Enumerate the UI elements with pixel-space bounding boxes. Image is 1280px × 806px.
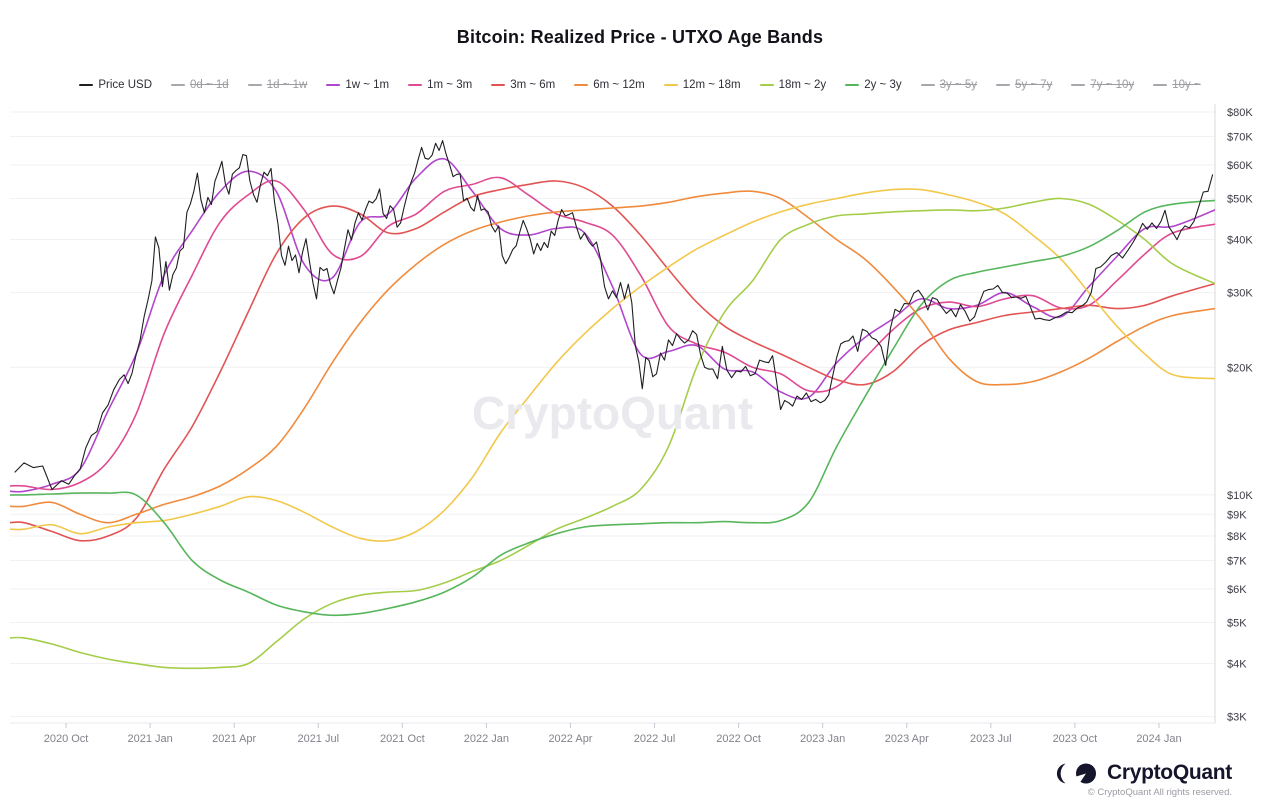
- svg-text:$7K: $7K: [1227, 556, 1247, 568]
- legend-label: 1d ~ 1w: [266, 79, 308, 91]
- svg-text:2022 Apr: 2022 Apr: [548, 733, 592, 745]
- series-line-1w-1m: [10, 157, 1215, 493]
- legend-item-7y-10y[interactable]: 7y ~ 10y: [1071, 79, 1134, 91]
- price-usd-line: [14, 140, 1214, 491]
- legend-swatch: [996, 84, 1010, 86]
- legend-label: 10y ~: [1172, 79, 1201, 91]
- legend-label: 2y ~ 3y: [864, 79, 902, 91]
- legend-item-12m-18m[interactable]: 12m ~ 18m: [663, 79, 741, 91]
- legend-label: 12m ~ 18m: [682, 79, 741, 91]
- legend-label: 1w ~ 1m: [345, 79, 390, 91]
- svg-text:$50K: $50K: [1227, 194, 1253, 206]
- legend-swatch: [326, 84, 341, 86]
- svg-text:2022 Jul: 2022 Jul: [634, 733, 676, 745]
- svg-text:$30K: $30K: [1227, 288, 1253, 300]
- series-lines: [10, 157, 1215, 670]
- legend-label: 0d ~ 1d: [190, 79, 229, 91]
- legend-item-10y[interactable]: 10y ~: [1153, 79, 1201, 91]
- series-line-12m-18m: [10, 188, 1215, 542]
- svg-text:2021 Jan: 2021 Jan: [127, 733, 172, 745]
- chart-title: Bitcoin: Realized Price - UTXO Age Bands: [456, 27, 824, 47]
- legend-item-2y-3y[interactable]: 2y ~ 3y: [845, 79, 902, 91]
- x-axis-labels: 2020 Oct 2021 Jan 2021 Apr 2021 Jul 2021 Oct…: [44, 723, 1182, 745]
- legend-item-6m-12m[interactable]: 6m ~ 12m: [574, 79, 645, 91]
- svg-text:2021 Jul: 2021 Jul: [297, 733, 339, 745]
- legend-item-price-usd[interactable]: Price USD: [79, 79, 152, 91]
- svg-text:$70K: $70K: [1227, 132, 1253, 144]
- svg-text:$40K: $40K: [1227, 235, 1253, 247]
- series-line-3m-6m: [10, 180, 1215, 542]
- svg-text:$3K: $3K: [1227, 712, 1247, 724]
- legend: Price USD 0d ~ 1d 1d ~ 1w 1w ~ 1m 1m ~ 3m 3m …: [20, 79, 1260, 91]
- legend-item-18m-2y[interactable]: 18m ~ 2y: [759, 79, 827, 91]
- copyright-text: © CryptoQuant All rights reserved.: [1087, 787, 1232, 798]
- svg-text:$10K: $10K: [1227, 490, 1253, 502]
- legend-swatch: [247, 84, 262, 86]
- legend-swatch: [845, 84, 860, 86]
- legend-label: 3y ~ 5y: [939, 79, 977, 91]
- svg-text:2023 Jan: 2023 Jan: [800, 733, 845, 745]
- series-line-2y-3y: [10, 199, 1215, 617]
- svg-text:2023 Jul: 2023 Jul: [970, 733, 1012, 745]
- legend-label: Price USD: [98, 79, 153, 91]
- svg-text:2021 Oct: 2021 Oct: [380, 733, 425, 745]
- legend-swatch: [491, 84, 506, 86]
- series-line-1m-3m: [10, 176, 1215, 491]
- cryptoquant-logo-icon: [1056, 763, 1100, 784]
- legend-swatch: [759, 84, 774, 86]
- svg-text:$4K: $4K: [1227, 659, 1247, 671]
- svg-text:$6K: $6K: [1227, 584, 1247, 596]
- svg-text:2023 Apr: 2023 Apr: [885, 733, 929, 745]
- legend-label: 5y ~ 7y: [1015, 79, 1053, 91]
- legend-swatch: [920, 84, 935, 86]
- legend-item-0d-1d[interactable]: 0d ~ 1d: [171, 79, 229, 91]
- brand-name: CryptoQuant: [1106, 761, 1232, 784]
- legend-label: 7y ~ 10y: [1090, 79, 1135, 91]
- legend-label: 18m ~ 2y: [778, 79, 827, 91]
- legend-item-3m-6m[interactable]: 3m ~ 6m: [491, 79, 555, 91]
- svg-text:2022 Oct: 2022 Oct: [716, 733, 761, 745]
- legend-swatch: [1071, 84, 1086, 86]
- svg-text:$8K: $8K: [1227, 531, 1247, 543]
- legend-item-1d-1w[interactable]: 1d ~ 1w: [247, 79, 308, 91]
- legend-swatch: [574, 84, 589, 86]
- svg-text:$60K: $60K: [1227, 160, 1253, 172]
- gridlines: [10, 111, 1215, 718]
- legend-swatch: [79, 84, 94, 86]
- legend-swatch: [408, 84, 423, 86]
- svg-text:2022 Jan: 2022 Jan: [464, 733, 509, 745]
- svg-text:2024 Jan: 2024 Jan: [1136, 733, 1181, 745]
- legend-swatch: [171, 84, 186, 86]
- svg-text:$5K: $5K: [1227, 618, 1247, 630]
- legend-item-1w-1m[interactable]: 1w ~ 1m: [326, 79, 389, 91]
- legend-item-3y-5y[interactable]: 3y ~ 5y: [920, 79, 977, 91]
- legend-item-5y-7y[interactable]: 5y ~ 7y: [996, 79, 1052, 91]
- series-line-18m-2y: [10, 197, 1215, 670]
- svg-text:2021 Apr: 2021 Apr: [212, 733, 256, 745]
- legend-label: 1m ~ 3m: [427, 79, 473, 91]
- svg-text:2023 Oct: 2023 Oct: [1053, 733, 1098, 745]
- svg-text:2020 Oct: 2020 Oct: [44, 733, 89, 745]
- footer: CryptoQuant © CryptoQuant All rights res…: [1056, 761, 1232, 798]
- legend-item-1m-3m[interactable]: 1m ~ 3m: [408, 79, 472, 91]
- y-axis-labels: $80K $70K $60K $50K $40K $30K $20K $10K $9K $8K $7…: [1227, 107, 1253, 724]
- series-line-6m-12m: [10, 190, 1215, 524]
- legend-swatch: [663, 84, 678, 86]
- legend-swatch: [1153, 84, 1168, 86]
- legend-label: 3m ~ 6m: [510, 79, 556, 91]
- svg-text:$80K: $80K: [1227, 107, 1253, 119]
- legend-label: 6m ~ 12m: [593, 79, 645, 91]
- svg-text:$9K: $9K: [1227, 509, 1247, 521]
- svg-text:$20K: $20K: [1227, 362, 1253, 374]
